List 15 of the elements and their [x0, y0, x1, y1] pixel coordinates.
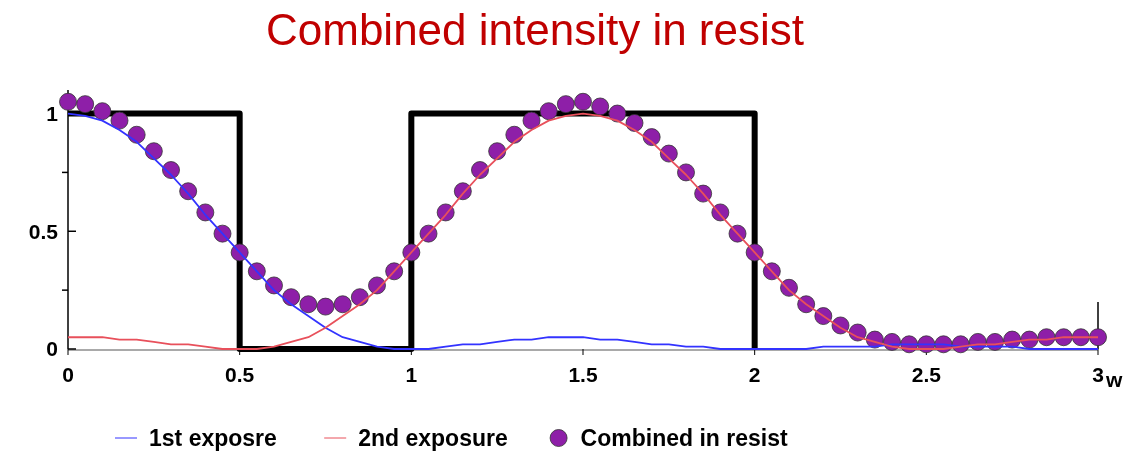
x-tick-label: 2 — [748, 363, 761, 386]
y-tick-label: 0 — [46, 337, 58, 361]
x-tick-label: 1.5 — [568, 363, 598, 386]
x-axis-title: w — [1105, 368, 1123, 391]
x-tick-label: 2.5 — [911, 363, 942, 386]
legend-label: 2nd exposure — [358, 425, 508, 452]
x-tick-label: 3 — [1092, 363, 1104, 386]
y-tick-label: 1 — [46, 101, 59, 125]
legend-label: Combined in resist — [580, 425, 788, 452]
x-tick-label: 0.5 — [225, 363, 255, 386]
x-tick-label: 1 — [405, 363, 418, 386]
legend-label: 1st exposre — [149, 425, 277, 452]
x-tick-label: 0 — [62, 363, 74, 386]
y-tick-label: 0.5 — [28, 219, 59, 243]
chart-title: Combined intensity in resist — [265, 5, 805, 54]
